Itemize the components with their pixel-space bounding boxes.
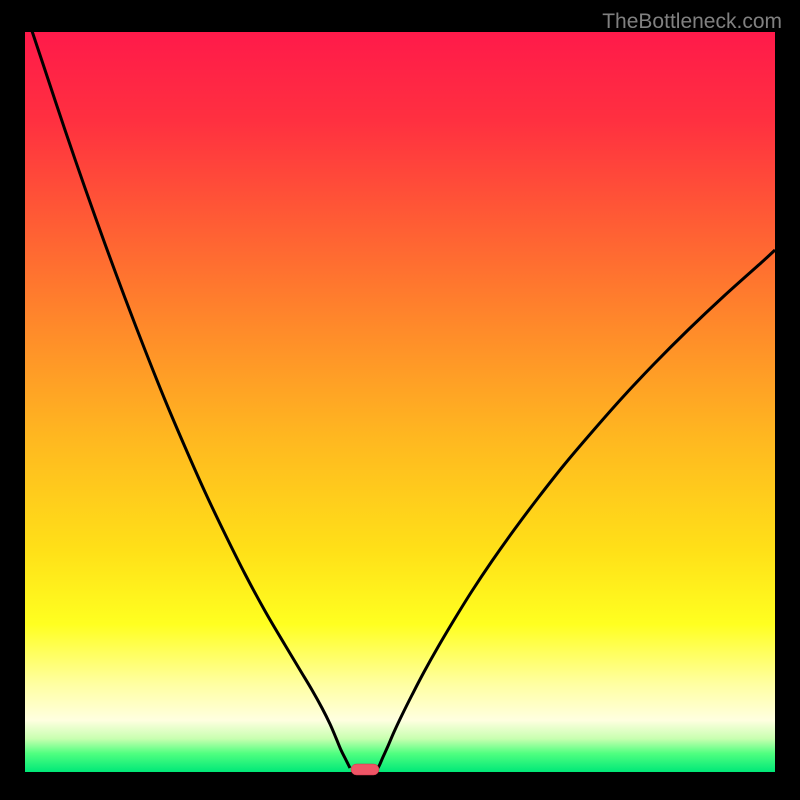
optimal-marker — [351, 764, 379, 775]
plot-background — [25, 32, 775, 772]
bottleneck-chart: TheBottleneck.com — [0, 0, 800, 800]
watermark-text: TheBottleneck.com — [602, 10, 782, 34]
chart-svg — [0, 0, 800, 800]
